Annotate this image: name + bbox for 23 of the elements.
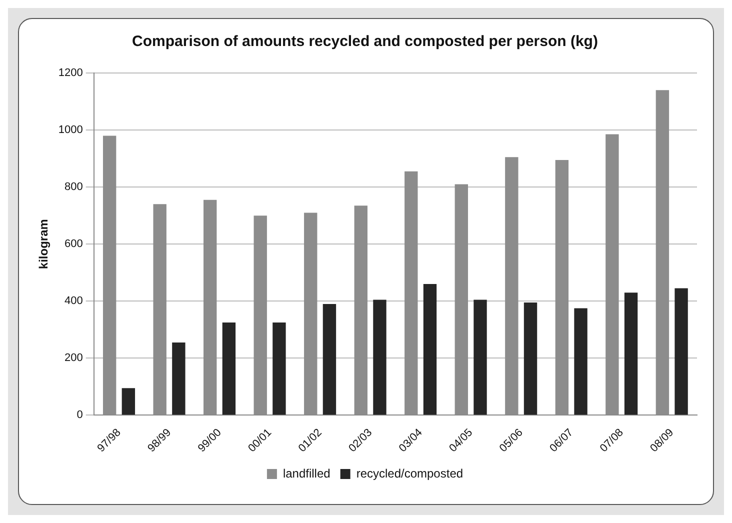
bar: [474, 300, 487, 415]
bar: [674, 288, 688, 415]
chart-title: Comparison of amounts recycled and composted per person (kg): [132, 33, 598, 50]
y-tick-label: 1000: [58, 124, 83, 136]
bar: [172, 342, 186, 415]
bar: [423, 284, 437, 415]
bar: [624, 292, 638, 415]
y-tick-label: 800: [64, 181, 83, 194]
y-tick-label: 0: [76, 409, 83, 422]
y-tick-label: 200: [64, 352, 83, 364]
bar: [222, 322, 236, 415]
legend-label: recycled/composted: [356, 466, 464, 480]
bar: [322, 304, 336, 415]
y-tick-label: 600: [64, 238, 83, 250]
bar: [272, 322, 286, 415]
y-tick-label: 400: [64, 295, 83, 308]
bar: [524, 302, 538, 415]
legend-label: landfilled: [282, 466, 330, 480]
bar: [122, 388, 136, 415]
bar: [574, 308, 588, 415]
bar: [373, 300, 386, 415]
y-axis-title: kilogram: [36, 219, 51, 270]
y-tick-label: 1200: [58, 67, 83, 80]
